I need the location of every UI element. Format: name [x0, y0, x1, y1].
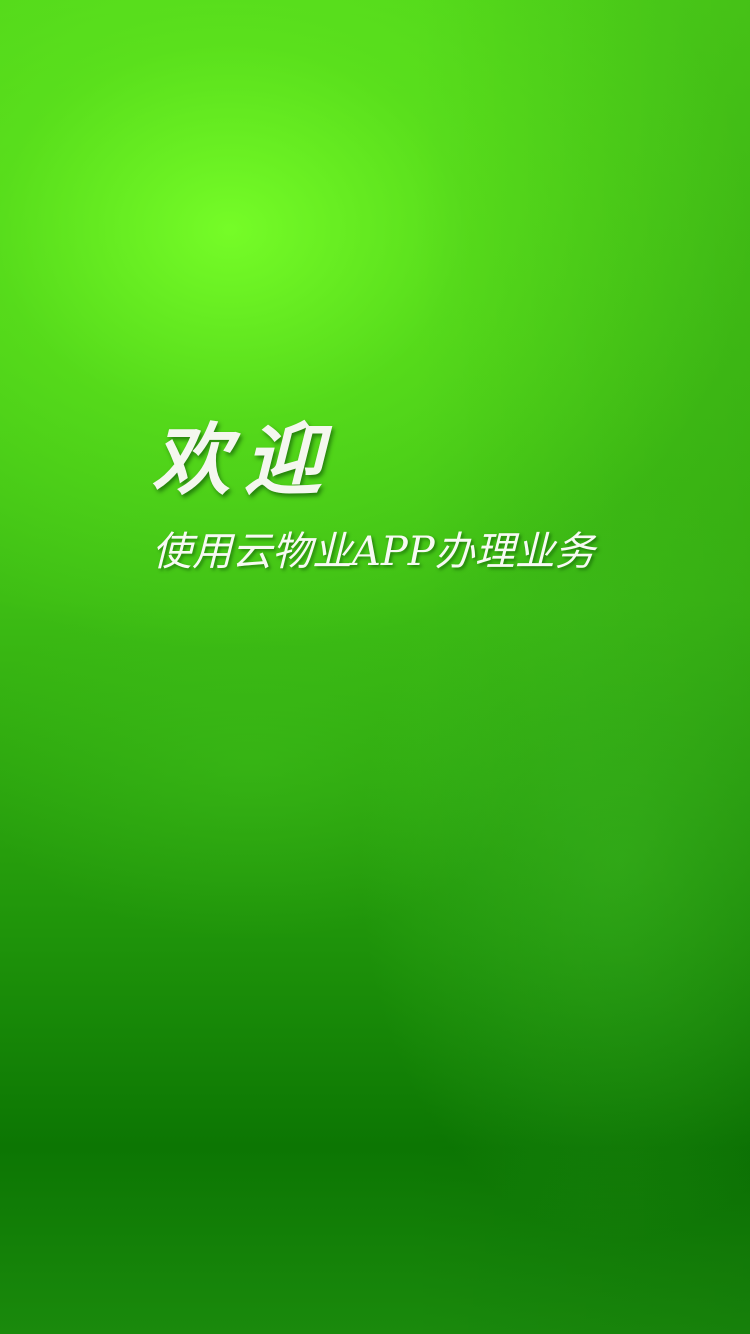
welcome-title: 欢迎 — [152, 415, 337, 506]
welcome-subtitle: 使用云物业APP办理业务 — [152, 529, 595, 575]
